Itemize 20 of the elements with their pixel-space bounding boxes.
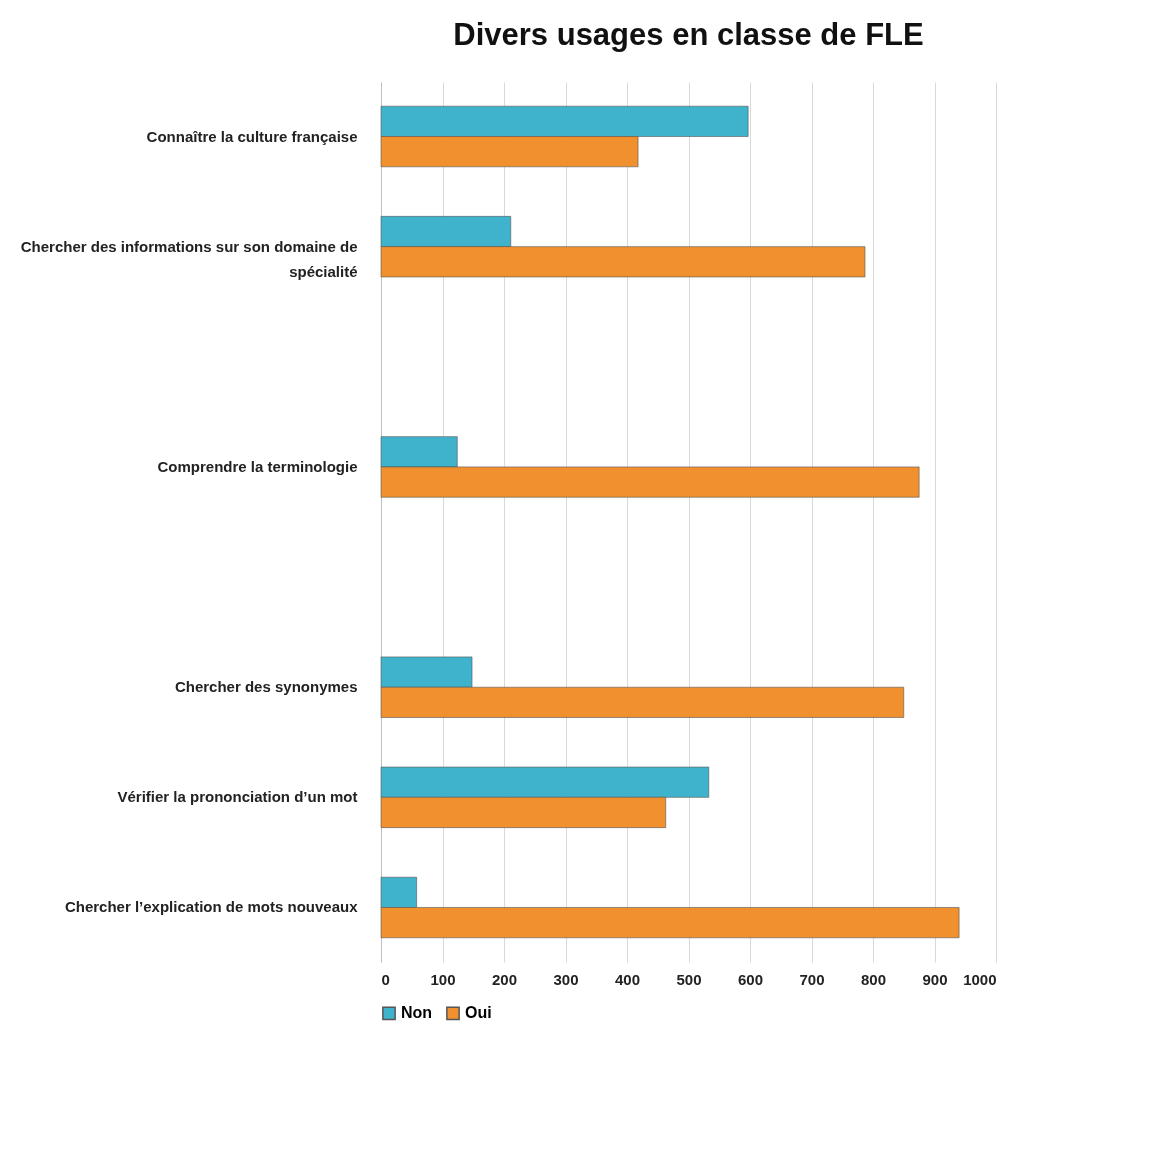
x-tick-label: 1000 bbox=[963, 970, 997, 988]
x-tick-label: 700 bbox=[799, 970, 825, 988]
legend-label: Non bbox=[401, 1004, 433, 1022]
x-tick-label: 300 bbox=[553, 970, 579, 988]
x-tick-label: 600 bbox=[737, 970, 764, 988]
x-tick-label: 900 bbox=[922, 970, 948, 988]
x-tick-label: 800 bbox=[860, 970, 887, 988]
legend-label: Oui bbox=[465, 1004, 492, 1022]
x-tick-label: 400 bbox=[614, 970, 641, 988]
x-tick-label: 200 bbox=[491, 970, 518, 988]
y-tick-label: Chercher des synonymes bbox=[174, 678, 358, 696]
x-tick-label: 0 bbox=[381, 970, 390, 988]
x-tick-label: 500 bbox=[676, 970, 702, 988]
y-tick-label: Chercher des informations sur son domaine de spécialité bbox=[20, 237, 358, 280]
y-tick-label: Chercher l’explication de mots nouveaux bbox=[64, 898, 359, 916]
x-tick-label: 100 bbox=[430, 970, 456, 988]
y-tick-label: Vérifier la prononciation d’un mot bbox=[117, 788, 358, 806]
chart-title: Divers usages en classe de FLE bbox=[453, 17, 924, 52]
y-tick-label: Connaître la culture française bbox=[146, 127, 358, 145]
y-tick-label: Comprendre la terminologie bbox=[157, 457, 358, 475]
